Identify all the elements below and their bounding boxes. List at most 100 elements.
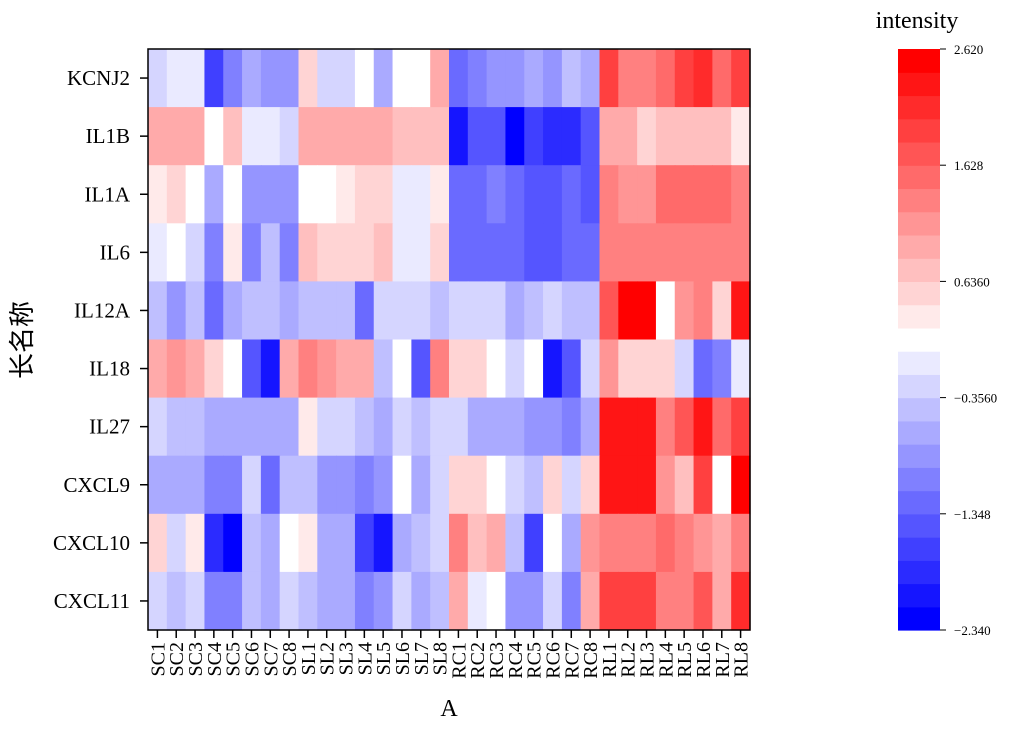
- heatmap-cell: [223, 571, 243, 631]
- x-tick-label: RL2: [618, 642, 640, 678]
- colorbar-step: [898, 234, 940, 259]
- colorbar-step: [898, 560, 940, 585]
- heatmap-cell: [392, 571, 412, 631]
- heatmap-cell: [185, 339, 206, 399]
- heatmap-cell: [618, 571, 638, 631]
- heatmap-cell: [336, 455, 356, 515]
- heatmap-cell: [260, 571, 281, 631]
- x-tick-label: SC7: [260, 642, 282, 676]
- heatmap-cell: [354, 571, 375, 631]
- heatmap-cell: [373, 223, 394, 282]
- heatmap-cell: [655, 455, 676, 515]
- heatmap-cell: [674, 571, 695, 631]
- heatmap-cell: [486, 571, 507, 631]
- y-tick-label: CXCL9: [63, 473, 130, 497]
- heatmap-cell: [731, 571, 751, 631]
- heatmap-cell: [242, 49, 262, 108]
- heatmap-cell: [148, 513, 168, 573]
- heatmap-cell: [731, 107, 751, 166]
- heatmap-cell: [430, 339, 450, 399]
- heatmap-cell: [505, 107, 525, 166]
- heatmap-cell: [430, 281, 450, 341]
- heatmap-cell: [166, 165, 187, 224]
- heatmap-cell: [449, 165, 469, 224]
- heatmap-cell: [561, 281, 582, 341]
- heatmap-cell: [298, 281, 318, 341]
- colorbar-step: [898, 72, 940, 97]
- heatmap-cell: [223, 281, 243, 341]
- heatmap-cell: [166, 571, 187, 631]
- x-tick-label: RC1: [448, 642, 470, 679]
- heatmap-cell: [599, 49, 619, 108]
- heatmap-cell: [242, 571, 262, 631]
- heatmap-cell: [693, 49, 713, 108]
- heatmap-cell: [505, 513, 525, 573]
- heatmap-cell: [411, 455, 431, 515]
- heatmap-cell: [336, 513, 356, 573]
- heatmap-cell: [637, 107, 657, 166]
- heatmap-cell: [411, 281, 431, 341]
- heatmap-cell: [674, 339, 695, 399]
- heatmap-cell: [655, 223, 676, 282]
- heatmap-cell: [317, 281, 337, 341]
- heatmap-cell: [430, 571, 450, 631]
- heatmap-cell: [449, 513, 469, 573]
- heatmap-cell: [618, 513, 638, 573]
- heatmap-cell: [392, 339, 412, 399]
- heatmap-cell: [543, 107, 563, 166]
- colorbar-step: [898, 304, 940, 329]
- heatmap-cell: [618, 397, 638, 457]
- heatmap-cell: [204, 281, 224, 341]
- heatmap-cell: [223, 107, 243, 166]
- heatmap-cell: [336, 571, 356, 631]
- heatmap-cell: [486, 339, 507, 399]
- x-tick-label: RL6: [693, 642, 715, 678]
- heatmap-cell: [354, 455, 375, 515]
- heatmap-cell: [392, 49, 412, 108]
- heatmap-cell: [449, 397, 469, 457]
- heatmap-cell: [336, 165, 356, 224]
- heatmap-cell: [712, 397, 732, 457]
- heatmap-cell: [561, 223, 582, 282]
- x-tick-label: SL6: [392, 642, 414, 675]
- heatmap-cell: [166, 455, 187, 515]
- heatmap-cell: [543, 455, 563, 515]
- heatmap-cell: [449, 339, 469, 399]
- heatmap-cell: [561, 397, 582, 457]
- heatmap-cell: [599, 397, 619, 457]
- heatmap-cell: [599, 455, 619, 515]
- heatmap-cell: [223, 397, 243, 457]
- colorbar-step: [898, 49, 940, 73]
- heatmap-cell: [580, 513, 601, 573]
- heatmap-cell: [712, 165, 732, 224]
- x-tick-label: SL2: [317, 642, 339, 675]
- heatmap-cell: [674, 223, 695, 282]
- heatmap-cell: [204, 397, 224, 457]
- heatmap-cell: [486, 165, 507, 224]
- heatmap-cell: [411, 513, 431, 573]
- heatmap-cell: [392, 165, 412, 224]
- heatmap-cell: [317, 107, 337, 166]
- heatmap-cell: [392, 107, 412, 166]
- heatmap-cell: [543, 571, 563, 631]
- heatmap-cell: [317, 49, 337, 108]
- colorbar-step: [898, 281, 940, 306]
- x-tick-label: RL3: [637, 642, 659, 678]
- x-tick-label: RL8: [731, 642, 753, 678]
- colorbar-step: [898, 165, 940, 190]
- heatmap-cell: [467, 339, 488, 399]
- heatmap-cell: [223, 339, 243, 399]
- heatmap-cell: [561, 571, 582, 631]
- heatmap-cell: [204, 571, 224, 631]
- heatmap-cell: [637, 49, 657, 108]
- colorbar-step: [898, 444, 940, 468]
- heatmap-cell: [505, 281, 525, 341]
- heatmap-cell: [655, 165, 676, 224]
- heatmap-cell: [298, 339, 318, 399]
- heatmap-cell: [637, 223, 657, 282]
- heatmap-cell: [354, 165, 375, 224]
- heatmap-cell: [637, 281, 657, 341]
- heatmap-cell: [731, 281, 751, 341]
- heatmap-cell: [148, 107, 168, 166]
- colorbar-step: [898, 374, 940, 399]
